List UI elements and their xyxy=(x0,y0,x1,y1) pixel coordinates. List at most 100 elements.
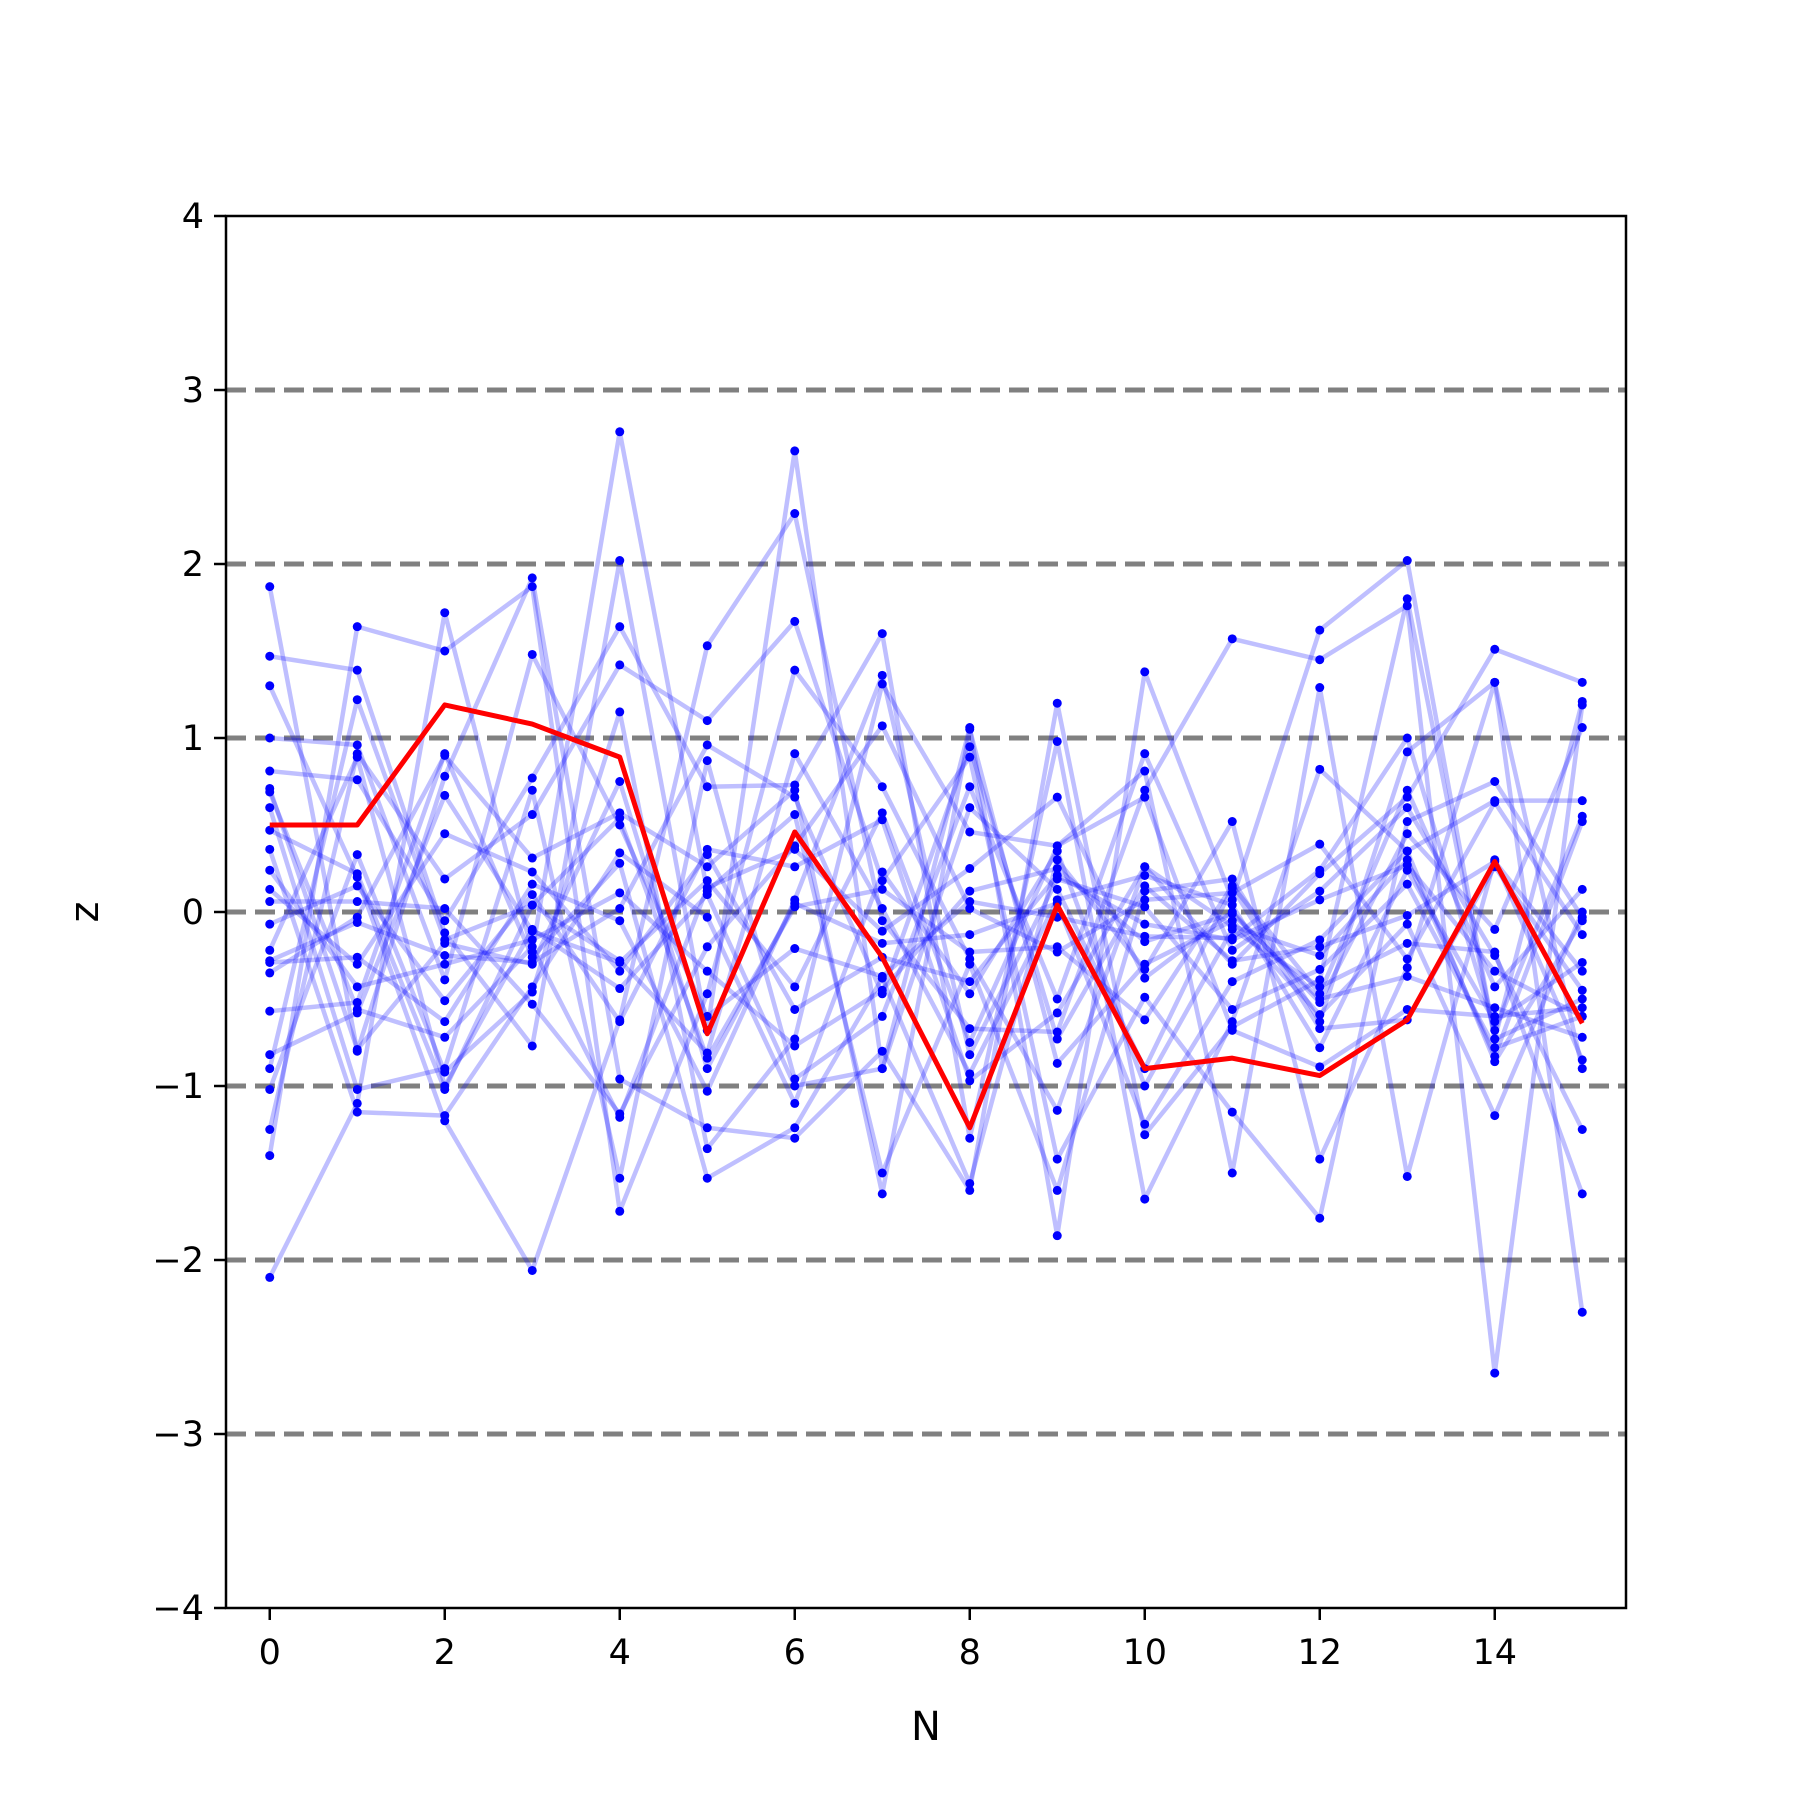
walk-point xyxy=(1315,1154,1325,1164)
walk-point xyxy=(440,829,450,839)
walk-point xyxy=(1577,677,1587,687)
walk-point xyxy=(1140,862,1150,872)
x-tick-label: 10 xyxy=(1122,1633,1167,1673)
walk-point xyxy=(440,771,450,781)
walk-series-line xyxy=(269,448,1585,1238)
walk-point xyxy=(1140,973,1150,983)
walk-point xyxy=(265,865,275,875)
walk-point xyxy=(1402,829,1412,839)
x-tick-label: 4 xyxy=(609,1633,631,1673)
walk-point xyxy=(1227,921,1237,931)
walk-point xyxy=(440,1032,450,1042)
y-axis-ticks: −4 −3 −2 −1 0 1 2 3 4 xyxy=(152,197,226,1629)
walk-point xyxy=(1052,1058,1062,1068)
walk-point xyxy=(1140,1015,1150,1025)
walk-series-line xyxy=(267,429,1585,1279)
walk-point xyxy=(1577,994,1587,1004)
walk-point xyxy=(790,1123,800,1133)
x-tick-label: 2 xyxy=(434,1633,456,1673)
walk-point xyxy=(790,1034,800,1044)
walk-point xyxy=(1052,792,1062,802)
walk-point xyxy=(1577,817,1587,827)
walk-point xyxy=(965,1038,975,1047)
walk-point xyxy=(965,977,975,987)
walk-point xyxy=(1140,667,1150,677)
walk-point xyxy=(1227,1025,1237,1035)
y-tick-label: 0 xyxy=(182,893,204,933)
walk-point xyxy=(1490,1043,1500,1053)
walk-point xyxy=(1052,736,1062,746)
walk-point xyxy=(1315,655,1325,665)
walk-point xyxy=(1315,942,1325,952)
walk-point xyxy=(265,1050,275,1060)
walk-point xyxy=(615,820,625,830)
walk-point xyxy=(1490,951,1500,960)
walk-point xyxy=(1577,884,1587,894)
walk-point xyxy=(1140,895,1150,905)
walk-point xyxy=(440,975,450,985)
walk-point xyxy=(965,947,975,957)
walk-point xyxy=(1227,935,1237,945)
walk-point xyxy=(702,890,712,900)
walk-point xyxy=(790,902,800,912)
walk-point xyxy=(527,879,537,889)
walk-point xyxy=(877,904,887,914)
walk-point xyxy=(1402,733,1412,743)
walk-point xyxy=(1490,797,1500,807)
walk-point xyxy=(1490,777,1500,786)
walk-point xyxy=(352,982,362,992)
walk-point xyxy=(1052,1008,1062,1018)
walk-point xyxy=(1402,785,1412,795)
walk-point xyxy=(877,1189,887,1199)
walk-point xyxy=(790,982,800,992)
walk-point xyxy=(790,1098,800,1108)
walk-point xyxy=(1227,945,1237,955)
walk-point xyxy=(1140,766,1150,776)
walk-point xyxy=(1227,1107,1237,1117)
walk-point xyxy=(265,1084,275,1094)
walk-point xyxy=(965,897,975,907)
walk-point xyxy=(352,622,362,632)
walk-point xyxy=(1227,881,1237,891)
walk-point xyxy=(1402,846,1412,856)
walk-point xyxy=(352,775,362,785)
walk-point xyxy=(615,1074,625,1084)
walk-point xyxy=(265,1125,275,1134)
walk-point xyxy=(965,1069,975,1079)
walk-point xyxy=(1577,700,1587,710)
walk-point xyxy=(527,890,537,900)
x-tick-label: 8 xyxy=(959,1633,981,1673)
walk-point xyxy=(877,1064,887,1074)
walk-point xyxy=(790,792,800,802)
walk-point xyxy=(790,1133,800,1143)
walk-point xyxy=(877,670,887,680)
walk-point xyxy=(615,556,625,566)
walk-point xyxy=(1227,874,1237,884)
walk-series-line xyxy=(267,751,1585,1181)
walk-point xyxy=(1140,992,1150,1002)
walk-point xyxy=(965,803,975,813)
walk-point xyxy=(1577,1003,1587,1013)
walk-point xyxy=(1402,963,1412,973)
walk-point xyxy=(965,954,975,964)
walk-point xyxy=(1490,677,1500,687)
walk-point xyxy=(527,926,537,936)
walk-point xyxy=(1577,907,1587,917)
walk-point xyxy=(1490,1034,1500,1044)
walk-point xyxy=(1140,1194,1150,1204)
walk-point xyxy=(1052,1034,1062,1044)
walk-point xyxy=(1490,1011,1500,1021)
walk-point xyxy=(1140,937,1150,947)
walk-point xyxy=(1315,951,1325,960)
walk-point xyxy=(877,808,887,818)
walk-point xyxy=(702,1173,712,1183)
walk-point xyxy=(440,951,450,960)
walk-point xyxy=(527,773,537,783)
walk-point xyxy=(1052,1185,1062,1195)
walk-point xyxy=(1577,1125,1587,1134)
walk-point xyxy=(1577,796,1587,806)
walk-point xyxy=(440,608,450,618)
walk-point xyxy=(1227,1168,1237,1178)
walk-point xyxy=(702,716,712,726)
